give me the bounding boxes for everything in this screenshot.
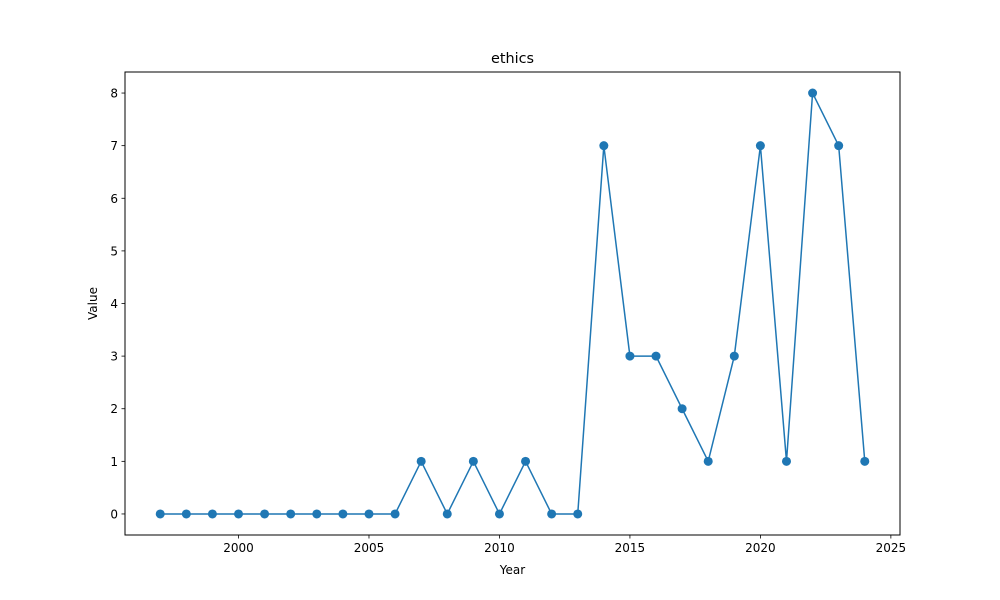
data-point (573, 509, 583, 519)
y-tick-label: 7 (110, 139, 118, 153)
data-point (808, 88, 818, 98)
data-point (521, 456, 531, 466)
series-line (160, 92, 866, 515)
plot-area (155, 88, 870, 519)
data-point (416, 456, 426, 466)
x-tick-label: 2015 (615, 541, 646, 555)
data-point (651, 351, 661, 361)
data-point (729, 351, 739, 361)
data-point (781, 456, 791, 466)
y-axis-label: Value (86, 287, 100, 320)
chart-title: ethics (491, 51, 534, 67)
data-point (390, 509, 400, 519)
data-point (181, 509, 191, 519)
x-tick-label: 2010 (484, 541, 515, 555)
y-tick-label: 1 (110, 455, 118, 469)
x-axis: 2000 2005 2010 2015 2020 2025 (223, 535, 906, 555)
y-tick-label: 4 (110, 297, 118, 311)
data-point (599, 141, 609, 151)
data-point (547, 509, 557, 519)
y-tick-label: 6 (110, 192, 118, 206)
data-point (755, 141, 765, 151)
data-point (834, 141, 844, 151)
x-tick-label: 2020 (745, 541, 776, 555)
x-axis-label: Year (499, 563, 525, 577)
data-point (677, 404, 687, 414)
data-point (494, 509, 504, 519)
data-point (338, 509, 348, 519)
data-point (234, 509, 244, 519)
y-axis: 0 1 2 3 4 5 6 7 8 (110, 87, 125, 521)
y-tick-label: 8 (110, 87, 118, 101)
y-tick-label: 2 (110, 402, 118, 416)
data-point (442, 509, 452, 519)
data-point (207, 509, 217, 519)
x-tick-label: 2000 (223, 541, 254, 555)
x-tick-label: 2025 (876, 541, 907, 555)
data-point (468, 456, 478, 466)
y-tick-label: 0 (110, 507, 118, 521)
y-tick-label: 3 (110, 350, 118, 364)
data-point (703, 456, 713, 466)
data-point (625, 351, 635, 361)
data-point (155, 509, 165, 519)
data-point (364, 509, 374, 519)
x-tick-label: 2005 (354, 541, 385, 555)
y-tick-label: 5 (110, 244, 118, 258)
data-point (286, 509, 296, 519)
data-point (260, 509, 270, 519)
data-point (860, 456, 870, 466)
data-point (312, 509, 322, 519)
